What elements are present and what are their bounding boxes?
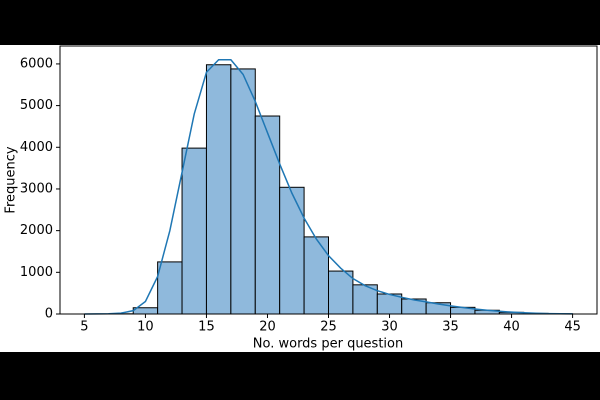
bar [328,270,354,315]
x-axis-label: No. words per question [253,337,403,352]
bar [254,115,281,315]
x-tick-label: 15 [198,320,215,335]
x-tick-label: 30 [381,320,398,335]
kde-line [84,59,573,315]
y-axis-label: Frequency [4,146,19,213]
x-tick-label: 20 [259,320,276,335]
bar [279,186,305,315]
bar [205,64,232,315]
x-tick-label: 5 [80,320,88,335]
y-tick-label: 0 [45,307,53,322]
bar [303,236,330,315]
y-tick-label: 2000 [20,223,53,238]
y-tick-label: 3000 [20,181,53,196]
x-tick-label: 25 [320,320,337,335]
y-tick-label: 6000 [20,56,53,71]
x-tick-label: 45 [564,320,581,335]
bar [181,147,207,315]
bar [230,68,256,315]
y-tick-label: 1000 [20,265,53,280]
axes-frame [59,45,598,315]
y-tick-label: 5000 [20,98,53,113]
x-tick-label: 40 [503,320,520,335]
x-tick-label: 35 [442,320,459,335]
bar [157,261,183,315]
x-tick-label: 10 [137,320,154,335]
y-tick-label: 4000 [20,140,53,155]
